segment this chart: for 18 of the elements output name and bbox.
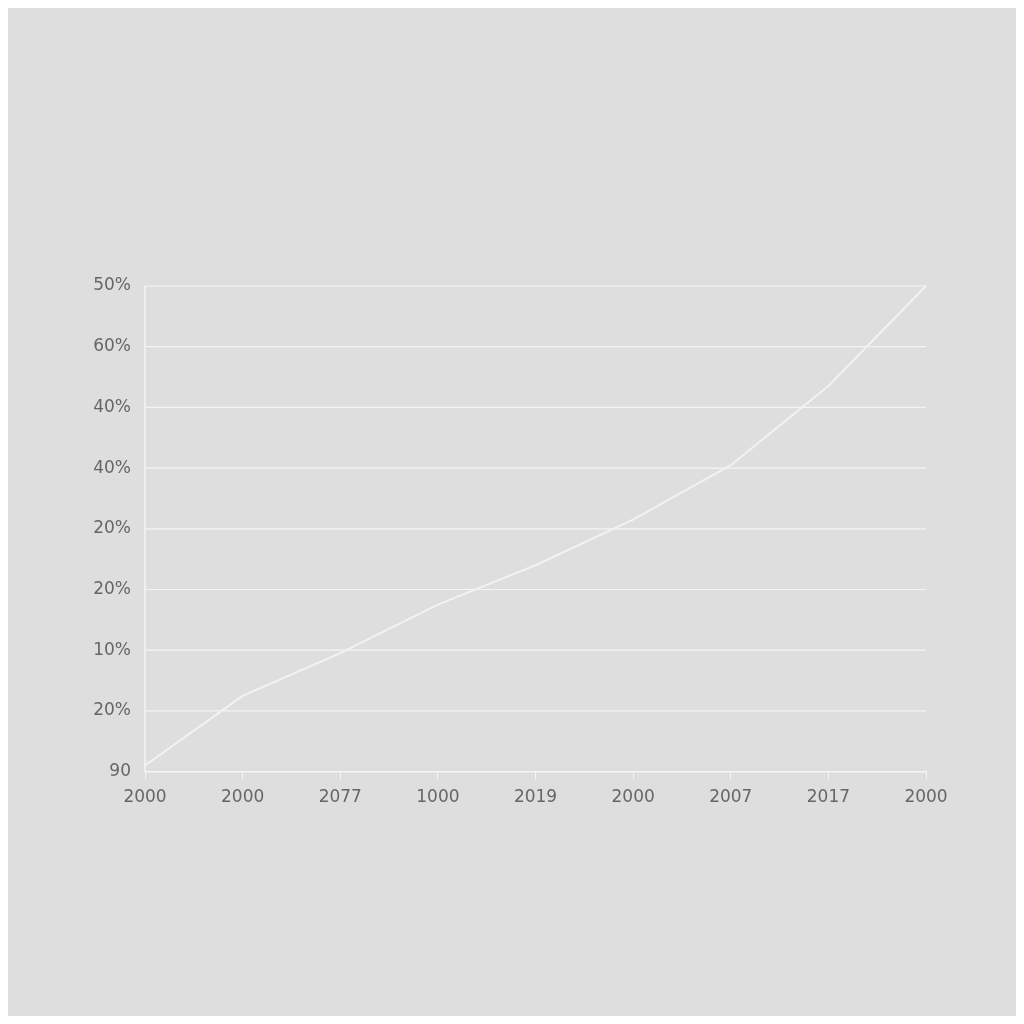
text: 90	[109, 760, 131, 781]
x-tick-label: 2000	[123, 786, 167, 807]
text: 10%	[93, 638, 131, 659]
text: 40%	[93, 395, 131, 416]
x-tick-label: 2000	[904, 786, 948, 807]
text: 20%	[93, 517, 131, 538]
text: 20%	[93, 577, 131, 598]
x-tick-label: 2000	[611, 786, 655, 807]
x-tick-label: 2077	[318, 786, 362, 807]
text: 50%	[93, 274, 131, 295]
x-tick-label: 2017	[806, 786, 851, 807]
x-tick-label: 2007	[709, 786, 753, 807]
text: 60%	[93, 335, 131, 356]
x-tick-label: 1000	[416, 786, 460, 807]
x-tick-label: 2000	[220, 786, 265, 807]
text: 40%	[93, 456, 131, 477]
text: 20%	[93, 699, 131, 720]
x-tick-label: 2019	[513, 786, 558, 807]
